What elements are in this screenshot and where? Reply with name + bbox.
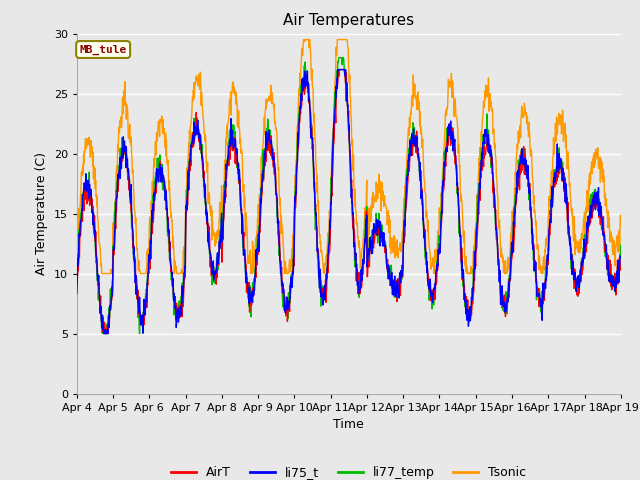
Legend: AirT, li75_t, li77_temp, Tsonic: AirT, li75_t, li77_temp, Tsonic (166, 461, 531, 480)
Y-axis label: Air Temperature (C): Air Temperature (C) (35, 152, 48, 275)
Text: MB_tule: MB_tule (79, 44, 127, 55)
X-axis label: Time: Time (333, 418, 364, 431)
Title: Air Temperatures: Air Temperatures (284, 13, 414, 28)
